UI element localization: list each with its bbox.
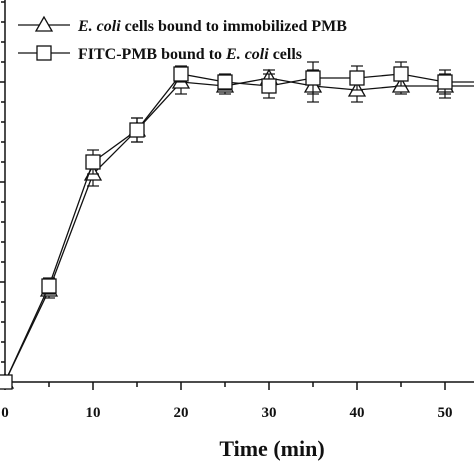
legend-label-part: cells bound to immobilized PMB (121, 18, 348, 35)
x-tick-label: 30 (262, 405, 277, 421)
legend: E. coli cells bound to immobilized PMB FI… (18, 15, 347, 63)
legend-label-part: cells (269, 46, 302, 63)
series-line (4, 73, 474, 383)
legend-label-part: FITC-PMB bound to (78, 46, 226, 63)
legend-label-part: E. coli (225, 46, 269, 63)
series-square (0, 61, 474, 390)
x-ticks: 0 10 20 30 40 50 (1, 382, 453, 421)
data-point (173, 66, 189, 82)
x-tick-label: 50 (438, 405, 453, 421)
legend-marker-square (36, 45, 52, 61)
data-point (349, 70, 365, 86)
x-tick-label: 0 (1, 405, 9, 421)
series-layer (0, 61, 474, 390)
data-point (393, 66, 409, 82)
data-point (85, 154, 101, 170)
legend-label: E. coli cells bound to immobilized PMB (77, 18, 347, 35)
series-triangle (0, 68, 474, 389)
axes (4, 0, 474, 383)
data-point (129, 122, 145, 138)
x-tick-label: 20 (174, 405, 189, 421)
data-point (0, 374, 13, 390)
legend-marker-triangle (34, 15, 54, 32)
x-tick-label: 40 (350, 405, 365, 421)
data-point (217, 74, 233, 90)
series-line (4, 77, 474, 383)
data-point (437, 74, 453, 90)
legend-label-part: E. coli (77, 18, 121, 35)
x-axis-title: Time (min) (219, 436, 324, 461)
data-point (41, 278, 57, 294)
data-point (305, 70, 321, 86)
data-point (261, 78, 277, 94)
legend-label: FITC-PMB bound to E. coli cells (78, 46, 302, 63)
x-tick-label: 10 (86, 405, 101, 421)
